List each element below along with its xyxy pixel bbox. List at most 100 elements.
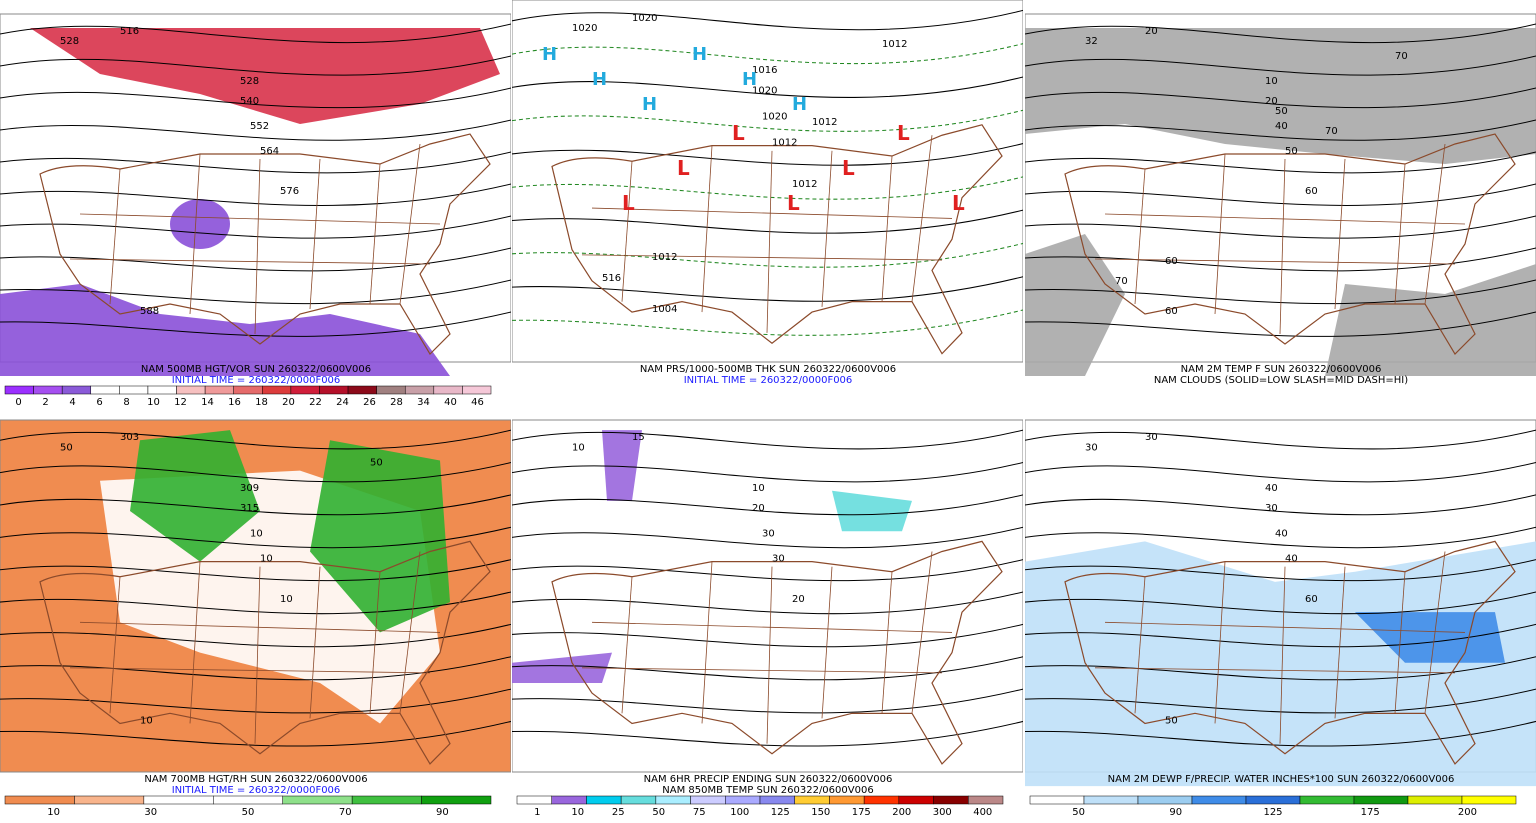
colorbar-label: 200 [1458,807,1477,818]
colorbar-swatch [90,385,120,395]
contour-line [511,461,1024,483]
contour-line [1024,623,1536,648]
state-line [309,158,321,310]
contour-label: 30 [772,554,785,565]
state-line [821,150,833,307]
state-line [189,153,201,315]
colorbar-label: 50 [1072,807,1085,818]
colorbar-swatch [290,385,320,395]
colorbar-swatch [898,795,934,805]
contour-label: 20 [1145,26,1158,37]
colorbar-label: 14 [201,397,214,408]
contour-line [1024,311,1536,337]
contour-line [1024,119,1536,141]
state-line [1214,561,1226,724]
colorbar-swatch [551,795,587,805]
colorbar-swatch [620,795,657,805]
colorbar-swatch [1029,795,1085,805]
colorbar-label: 8 [123,397,129,408]
state-line [1214,153,1226,315]
colorbar-swatch [1407,795,1463,805]
low-marker: L [952,191,965,215]
contour-line [0,591,512,615]
contour-label: 10 [280,594,293,605]
contour-line [1024,87,1536,109]
colorbar-label: 12 [174,397,187,408]
contour-line [1024,23,1536,44]
colorbar-swatch [147,385,177,395]
contour-label: 20 [792,594,805,605]
colorbar-swatch [204,385,234,395]
contour-line [0,311,512,337]
contour-line [511,9,1024,31]
caption-line: NAM 2M DEWP F/PRECIP. WATER INCHES*100 S… [1108,774,1455,785]
colorbar-label: 40 [444,397,457,408]
contour-line [511,143,1024,166]
shaded-area [1025,28,1536,164]
contour-label: 10 [752,483,765,494]
colorbar-label: 150 [811,807,830,818]
caption-line: INITIAL TIME = 260322/0000F006 [172,375,341,386]
colorbar-swatch [233,385,263,395]
country-outline [551,124,1003,355]
colorbar-swatch [759,795,795,805]
caption-line: NAM 6HR PRECIP ENDING SUN 260322/0600V00… [644,774,893,785]
colorbar-swatch [282,795,353,805]
contour-line [1024,559,1536,582]
state-line [1424,143,1446,305]
contour-label: 70 [1115,276,1128,287]
colorbar-label: 2 [42,397,48,408]
contour-line [0,183,512,206]
contour-label: 564 [260,146,279,157]
colorbar-swatch [655,795,691,805]
caption-line: NAM CLOUDS (SOLID=LOW SLASH=MID DASH=HI) [1154,375,1408,386]
caption-line: INITIAL TIME = 260322/0000F006 [172,785,341,796]
colorbar-label: 4 [69,397,75,408]
map-panel: 30 30 40 30 40 40 60 50 NAM 2M DEWP F/PRECIP. WA… [1024,410,1536,819]
colorbar-swatch [863,795,900,805]
contour-label: 70 [1325,126,1338,137]
shaded-area [1355,612,1505,663]
colorbar-swatch [74,795,145,805]
state-line [911,551,933,714]
state-line [911,135,933,302]
shaded-area [832,490,912,532]
contour-label: 1012 [652,252,677,263]
low-marker: L [897,121,910,145]
contour-label: 10 [260,554,273,565]
contour-line [1024,461,1536,483]
colorbar-swatch [725,795,761,805]
colorbar-label: 1 [534,807,540,818]
contour-label: 50 [1165,715,1178,726]
state-line [821,566,833,719]
state-line [254,158,261,335]
high-marker: H [642,94,657,115]
colorbar-label: 75 [693,807,706,818]
contour-label: 60 [1165,256,1178,267]
contour-label: 30 [1265,503,1278,514]
contour-line [1024,720,1536,747]
state-line [369,571,381,714]
contour-line [0,623,512,648]
contour-label: 540 [240,96,259,107]
contour-label: 1012 [792,179,817,190]
contour-label: 40 [1275,121,1288,132]
colorbar-label: 175 [852,807,871,818]
contour-label: 1004 [652,304,677,315]
state-line [1134,576,1146,714]
contour-line [0,461,512,483]
contour-label: 1020 [762,112,787,123]
map-panel: 1020 1020 1016 1020 1020 1012 1012 1004 1012 1012… [511,0,1024,409]
shaded-area [170,199,230,249]
map-panel: 32 20 10 20 40 50 60 60 70 70 60 70 50 NAM 2M TEMP F … [1024,0,1536,409]
colorbar-swatch [1461,795,1517,805]
map-layer [1024,429,1536,787]
caption-line: NAM PRS/1000-500MB THK SUN 260322/0600V0… [640,364,896,375]
country-outline [39,133,491,355]
contour-line [511,209,1024,234]
contour-label: 40 [1285,554,1298,565]
colorbar-label: 30 [144,807,157,818]
colorbar-swatch [586,795,622,805]
contour-label: 20 [752,503,765,514]
colorbar-label: 300 [933,807,952,818]
